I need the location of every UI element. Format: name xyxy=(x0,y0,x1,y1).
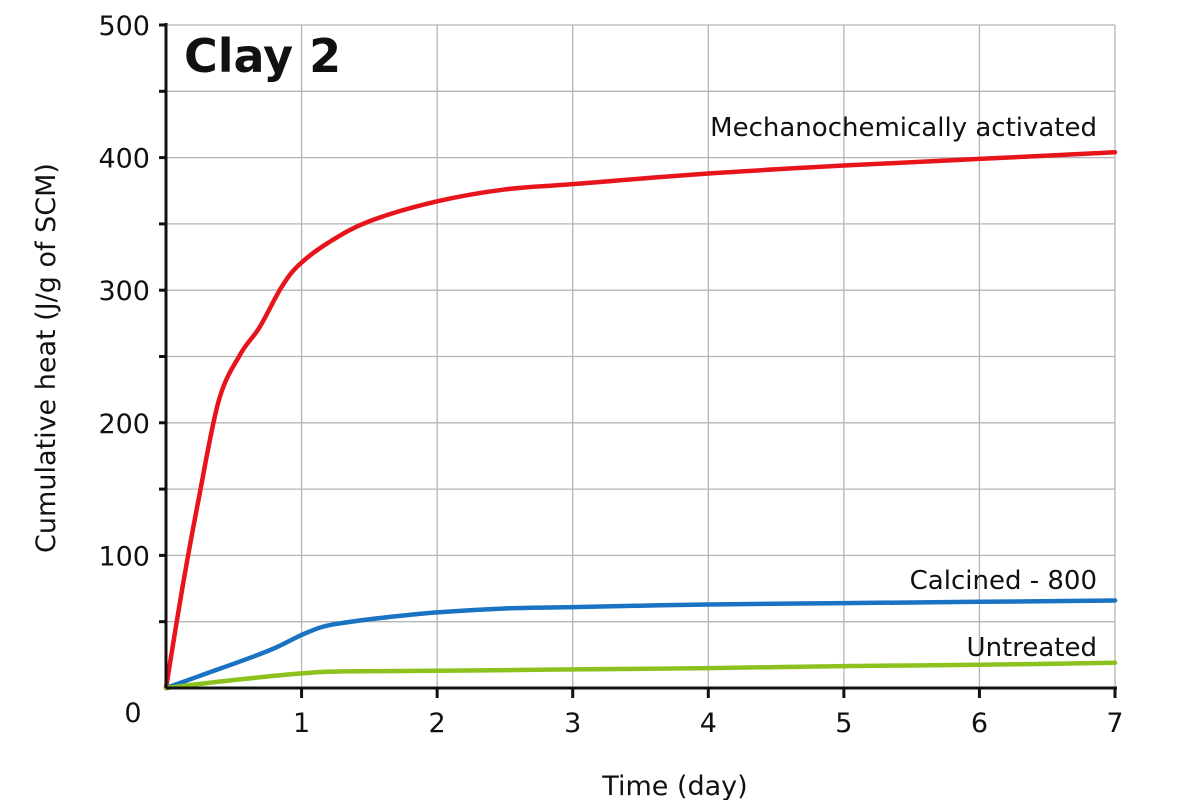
chart-title: Clay 2 xyxy=(184,29,341,83)
x-tick-label: 3 xyxy=(564,708,581,739)
x-tick-label: 1 xyxy=(293,708,310,739)
series-labels: Mechanochemically activated Calcined - 80… xyxy=(710,113,1097,663)
x-tick-label: 5 xyxy=(835,708,852,739)
series-label: Mechanochemically activated xyxy=(710,113,1097,143)
series-line-untreated xyxy=(163,660,1118,691)
tick-labels: 1 2 3 4 5 6 7 0 100 200 300 400 500 xyxy=(98,11,1123,739)
series-label: Untreated xyxy=(967,633,1097,663)
x-tick-label: 2 xyxy=(429,708,446,739)
series-line-mechanochemically-activated xyxy=(163,150,1118,691)
y-tick-label: 100 xyxy=(98,541,150,572)
axes xyxy=(159,23,1117,698)
y-tick-label: 200 xyxy=(98,409,150,440)
x-tick-label: 6 xyxy=(971,708,988,739)
y-tick-label: 300 xyxy=(98,276,150,307)
x-tick-label: 7 xyxy=(1106,708,1123,739)
x-axis-label: Time (day) xyxy=(601,771,747,800)
series-line-calcined-800 xyxy=(163,598,1118,691)
y-tick-label: 400 xyxy=(98,144,150,175)
series-label: Calcined - 800 xyxy=(910,566,1097,596)
y-tick-label: 500 xyxy=(98,11,150,42)
series-lines xyxy=(163,150,1118,691)
y-tick-label: 0 xyxy=(124,698,141,729)
grid xyxy=(166,24,1116,688)
y-axis-label: Cumulative heat (J/g of SCM) xyxy=(31,163,62,553)
x-tick-label: 4 xyxy=(700,708,717,739)
